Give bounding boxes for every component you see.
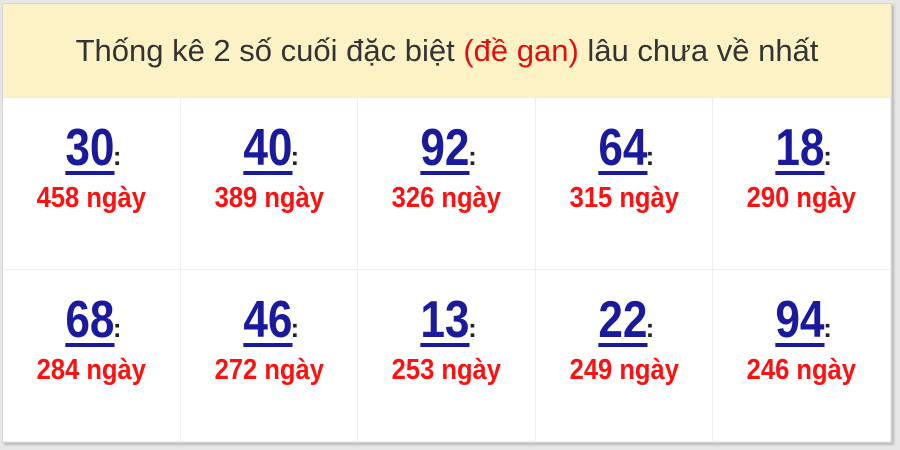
stat-cell: 18: 290 ngày	[713, 98, 891, 270]
days-count: 249 ngày	[569, 354, 679, 386]
colon: :	[468, 141, 477, 171]
stat-cell: 46: 272 ngày	[180, 270, 359, 442]
stat-cell: 22: 249 ngày	[535, 270, 714, 442]
title-text: Thống kê 2 số cuối đặc biệt	[75, 32, 464, 68]
number-link[interactable]: 30	[65, 119, 115, 177]
days-count: 290 ngày	[747, 182, 857, 214]
days-count: 458 ngày	[36, 182, 146, 214]
panel-header: Thống kê 2 số cuối đặc biệt (đề gan) lâu…	[3, 4, 891, 98]
number-link[interactable]: 64	[598, 119, 648, 177]
stat-cell: 40: 389 ngày	[180, 98, 359, 270]
number-link[interactable]: 92	[420, 119, 470, 177]
colon: :	[112, 313, 122, 343]
title-highlight: (đề gan)	[463, 32, 579, 68]
number-link[interactable]: 46	[242, 291, 293, 349]
stat-cell: 13: 253 ngày	[358, 270, 536, 442]
stats-panel: Thống kê 2 số cuối đặc biệt (đề gan) lâu…	[2, 3, 892, 443]
stat-cell: 68: 284 ngày	[3, 270, 181, 442]
stat-cell: 64: 315 ngày	[535, 98, 714, 270]
days-count: 246 ngày	[747, 354, 857, 386]
number-link[interactable]: 22	[598, 291, 648, 349]
colon: :	[823, 313, 832, 343]
days-count: 253 ngày	[391, 354, 502, 386]
stat-cell: 30: 458 ngày	[3, 98, 181, 270]
colon: :	[290, 141, 300, 171]
colon: :	[645, 141, 655, 171]
stat-cell: 92: 326 ngày	[358, 98, 536, 270]
days-count: 272 ngày	[214, 354, 324, 386]
days-count: 389 ngày	[214, 182, 324, 214]
days-count: 284 ngày	[36, 354, 146, 386]
number-link[interactable]: 18	[775, 119, 825, 177]
colon: :	[645, 313, 655, 343]
colon: :	[112, 141, 122, 171]
colon: :	[823, 141, 832, 171]
colon: :	[468, 313, 477, 343]
number-link[interactable]: 13	[420, 291, 470, 349]
stats-grid: 30: 458 ngày 40: 389 ngày 92: 326 ngày 64: …	[3, 98, 891, 442]
title-text-end: lâu chưa về nhất	[578, 32, 819, 68]
number-link[interactable]: 68	[65, 291, 115, 349]
days-count: 326 ngày	[391, 182, 502, 214]
number-link[interactable]: 94	[775, 291, 825, 349]
stat-cell: 94: 246 ngày	[713, 270, 891, 442]
number-link[interactable]: 40	[242, 119, 293, 177]
colon: :	[290, 313, 300, 343]
days-count: 315 ngày	[569, 182, 679, 214]
